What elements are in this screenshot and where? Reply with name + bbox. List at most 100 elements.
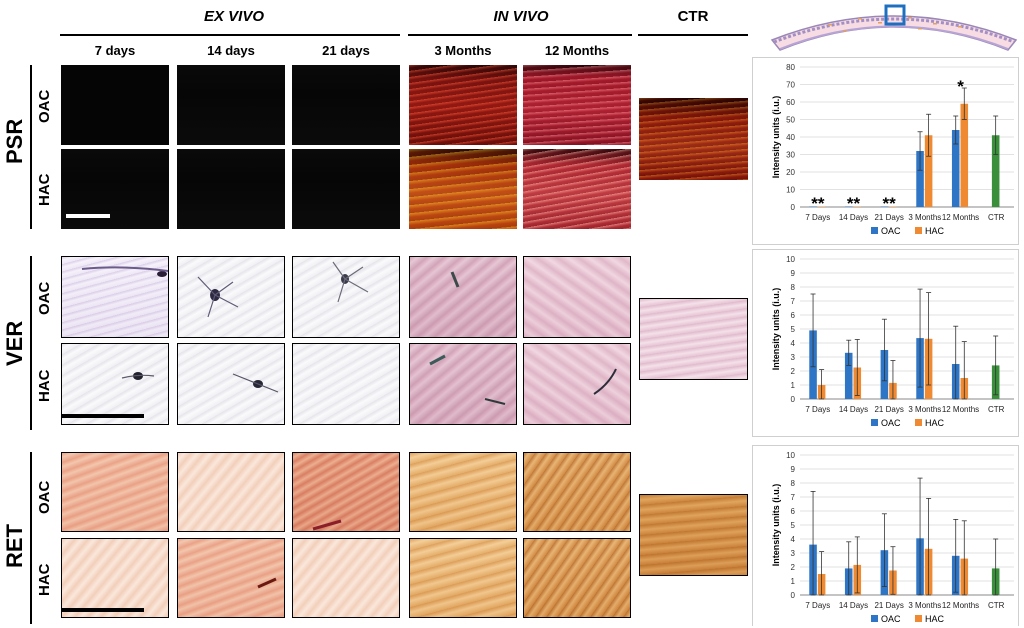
psr-hac-label: HAC [36,173,53,207]
chart-frame [752,445,1019,626]
ret-oac-3-months-image [409,452,517,532]
ret-chart-svg: 0 1 2 3 4 5 6 7 8 9 10 Intensity units (i.u.) 7 Days… [752,445,1019,626]
y-tick-label: 6 [791,311,796,320]
y-axis-label: Intensity units (i.u.) [771,288,781,371]
ver-oac-label: OAC [36,281,53,315]
y-axis-label: Intensity units (i.u.) [771,96,781,179]
y-tick-label: 6 [791,507,796,516]
ret-hac-7-days-image [61,538,169,618]
y-tick-label: 50 [786,116,795,125]
cornea-icon [770,4,1018,51]
ver-cell-mark [81,266,168,277]
ver-hac-label: HAC [36,369,53,403]
bar [916,151,924,207]
x-tick-label: 14 Days [839,213,868,222]
y-axis-label: Intensity units (i.u.) [771,484,781,567]
x-tick-label: 12 Months [942,405,979,414]
y-tick-label: 9 [791,465,796,474]
ver-cell-mark [232,373,279,393]
y-tick-label: 9 [791,269,796,278]
ret-ctr-image [639,494,748,576]
y-tick-label: 3 [791,353,796,362]
ver-bracket [30,256,32,430]
ver-bar-chart: 0 1 2 3 4 5 6 7 8 9 10 Intensity units (i.u.) 7 Days… [752,249,1020,439]
y-tick-label: 5 [791,521,796,530]
psr-hac-3-months-image [409,149,517,229]
col-14-days: 14 days [207,43,255,58]
legend-swatch [871,615,878,622]
legend-label: HAC [925,226,945,236]
psr-bar-chart: 0 10 20 30 40 50 60 70 80 Intensity units (i.u.) 7… [752,57,1020,247]
bar [991,135,1000,207]
ret-bracket [30,452,32,624]
ret-bar-chart: 0 1 2 3 4 5 6 7 8 9 10 Intensity units (i.u.) 7 Days… [752,445,1020,628]
x-tick-label: 7 Days [805,213,830,222]
x-tick-label: 7 Days [805,601,830,610]
ver-cell-mark [450,271,460,288]
y-tick-label: 7 [791,297,796,306]
y-tick-label: 8 [791,283,796,292]
ver-oac-12-months-image [523,256,631,338]
bar [844,206,853,207]
ver-chart-svg: 0 1 2 3 4 5 6 7 8 9 10 Intensity units (i.u.) 7 Days… [752,249,1019,437]
row-label-ver: VER [2,320,27,366]
x-tick-label: 3 Months [908,601,941,610]
x-tick-label: CTR [988,601,1005,610]
legend-label: OAC [881,226,901,236]
y-tick-label: 10 [786,255,795,264]
legend-swatch [915,615,922,622]
bar [853,206,862,207]
ret-hac-12-months-image [523,538,631,618]
ver-ctr-image [639,298,748,380]
psr-chart-svg: 0 10 20 30 40 50 60 70 80 Intensity units (i.u.) 7… [752,57,1019,245]
bar [960,103,969,207]
ver-hac-14-days-image [177,343,285,425]
psr-oac-label: OAC [36,89,53,123]
ret-fiber-mark [312,519,342,531]
psr-oac-7-days-image [61,65,169,145]
ver-cell-mark [593,368,617,395]
legend-swatch [871,227,878,234]
ret-hac-3-months-image [409,538,517,618]
y-tick-label: 40 [786,133,795,142]
bar [880,206,889,207]
y-tick-label: 5 [791,325,796,334]
row-label-psr: PSR [2,118,27,164]
y-tick-label: 8 [791,479,796,488]
ver-oac-3-months-image [409,256,517,338]
x-tick-label: CTR [988,213,1005,222]
significance-mark: * [957,77,964,96]
x-tick-label: 21 Days [874,601,903,610]
psr-hac-14-days-image [177,149,285,229]
legend-label: OAC [881,418,901,428]
chart-frame [752,249,1019,437]
x-tick-label: 14 Days [839,601,868,610]
y-tick-label: 4 [791,339,796,348]
y-tick-label: 3 [791,549,796,558]
y-tick-label: 1 [791,577,796,586]
y-tick-label: 1 [791,381,796,390]
legend-swatch [871,419,878,426]
ver-hac-3-months-image [409,343,517,425]
y-tick-label: 4 [791,535,796,544]
y-tick-label: 2 [791,367,796,376]
ver-hac-21-days-image [292,343,400,425]
ret-oac-7-days-image [61,452,169,532]
legend-label: OAC [881,614,901,624]
bar [889,206,897,207]
ret-oac-21-days-image [292,452,400,532]
chart-frame [752,57,1019,245]
x-tick-label: 12 Months [942,601,979,610]
bar [844,352,853,399]
x-tick-label: 14 Days [839,405,868,414]
psr-hac-12-months-image [523,149,631,229]
ret-oac-12-months-image [523,452,631,532]
ver-oac-21-days-image [292,256,400,338]
y-tick-label: 80 [786,63,795,72]
legend-label: HAC [925,418,945,428]
bar [951,130,960,207]
x-tick-label: 21 Days [874,405,903,414]
x-tick-label: 3 Months [908,213,941,222]
bar [809,206,817,207]
ver-cell-mark [197,276,239,318]
